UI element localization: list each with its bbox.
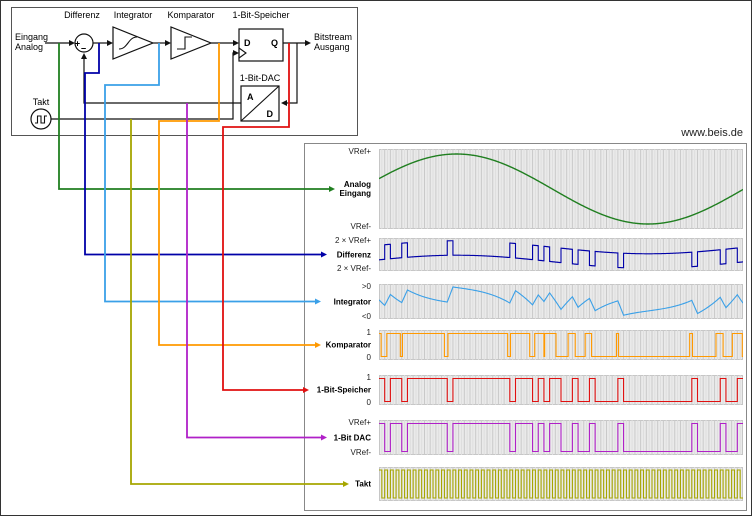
waveform-plot-komparator [379, 330, 743, 360]
signal-name: Analog Eingang [339, 180, 371, 198]
waveform-label-speicher: 1 0 1-Bit-Speicher [304, 373, 373, 407]
axis-label-top: >0 [361, 282, 371, 291]
axis-label-bottom: <0 [361, 312, 371, 321]
axis-label-bottom: 0 [366, 398, 371, 407]
waveform-label-integrator: >0 <0 Integrator [304, 282, 373, 321]
axis-label-top: 2 × VRef+ [334, 236, 371, 245]
signal-name: Integrator [333, 297, 371, 306]
axis-label-top: 1 [366, 373, 371, 382]
waveform-label-dac: VRef+ VRef- 1-Bit DAC [304, 418, 373, 457]
waveform-label-komparator: 1 0 Komparator [304, 328, 373, 362]
axis-label-top: 1 [366, 328, 371, 337]
waveform-label-analog: VRef+ VRef- Analog Eingang [304, 147, 373, 231]
axis-label-bottom: VRef- [350, 448, 371, 457]
waveform-label-takt: Takt [304, 467, 373, 501]
waveform-plot-dac [379, 420, 743, 455]
signal-name: Takt [355, 479, 371, 489]
website-label: www.beis.de [681, 127, 743, 139]
axis-label-bottom: 2 × VRef- [336, 264, 371, 273]
axis-label-top: VRef+ [348, 147, 371, 156]
axis-label-top: VRef+ [348, 418, 371, 427]
signal-name: Differenz [336, 250, 371, 259]
waveform-plot-integrator [379, 284, 743, 319]
block-diagram-panel [11, 7, 358, 136]
axis-label-bottom: VRef- [350, 222, 371, 231]
waveform-plot-speicher [379, 375, 743, 405]
waveform-plot-differenz [379, 238, 743, 271]
axis-label-bottom: 0 [366, 353, 371, 362]
waveform-plot-takt [379, 467, 743, 501]
waveform-label-differenz: 2 × VRef+ 2 × VRef- Differenz [304, 236, 373, 273]
signal-name: 1-Bit DAC [333, 433, 371, 442]
signal-name: Komparator [325, 340, 371, 350]
signal-name: 1-Bit-Speicher [316, 385, 371, 395]
waveform-plot-analog [379, 149, 743, 229]
